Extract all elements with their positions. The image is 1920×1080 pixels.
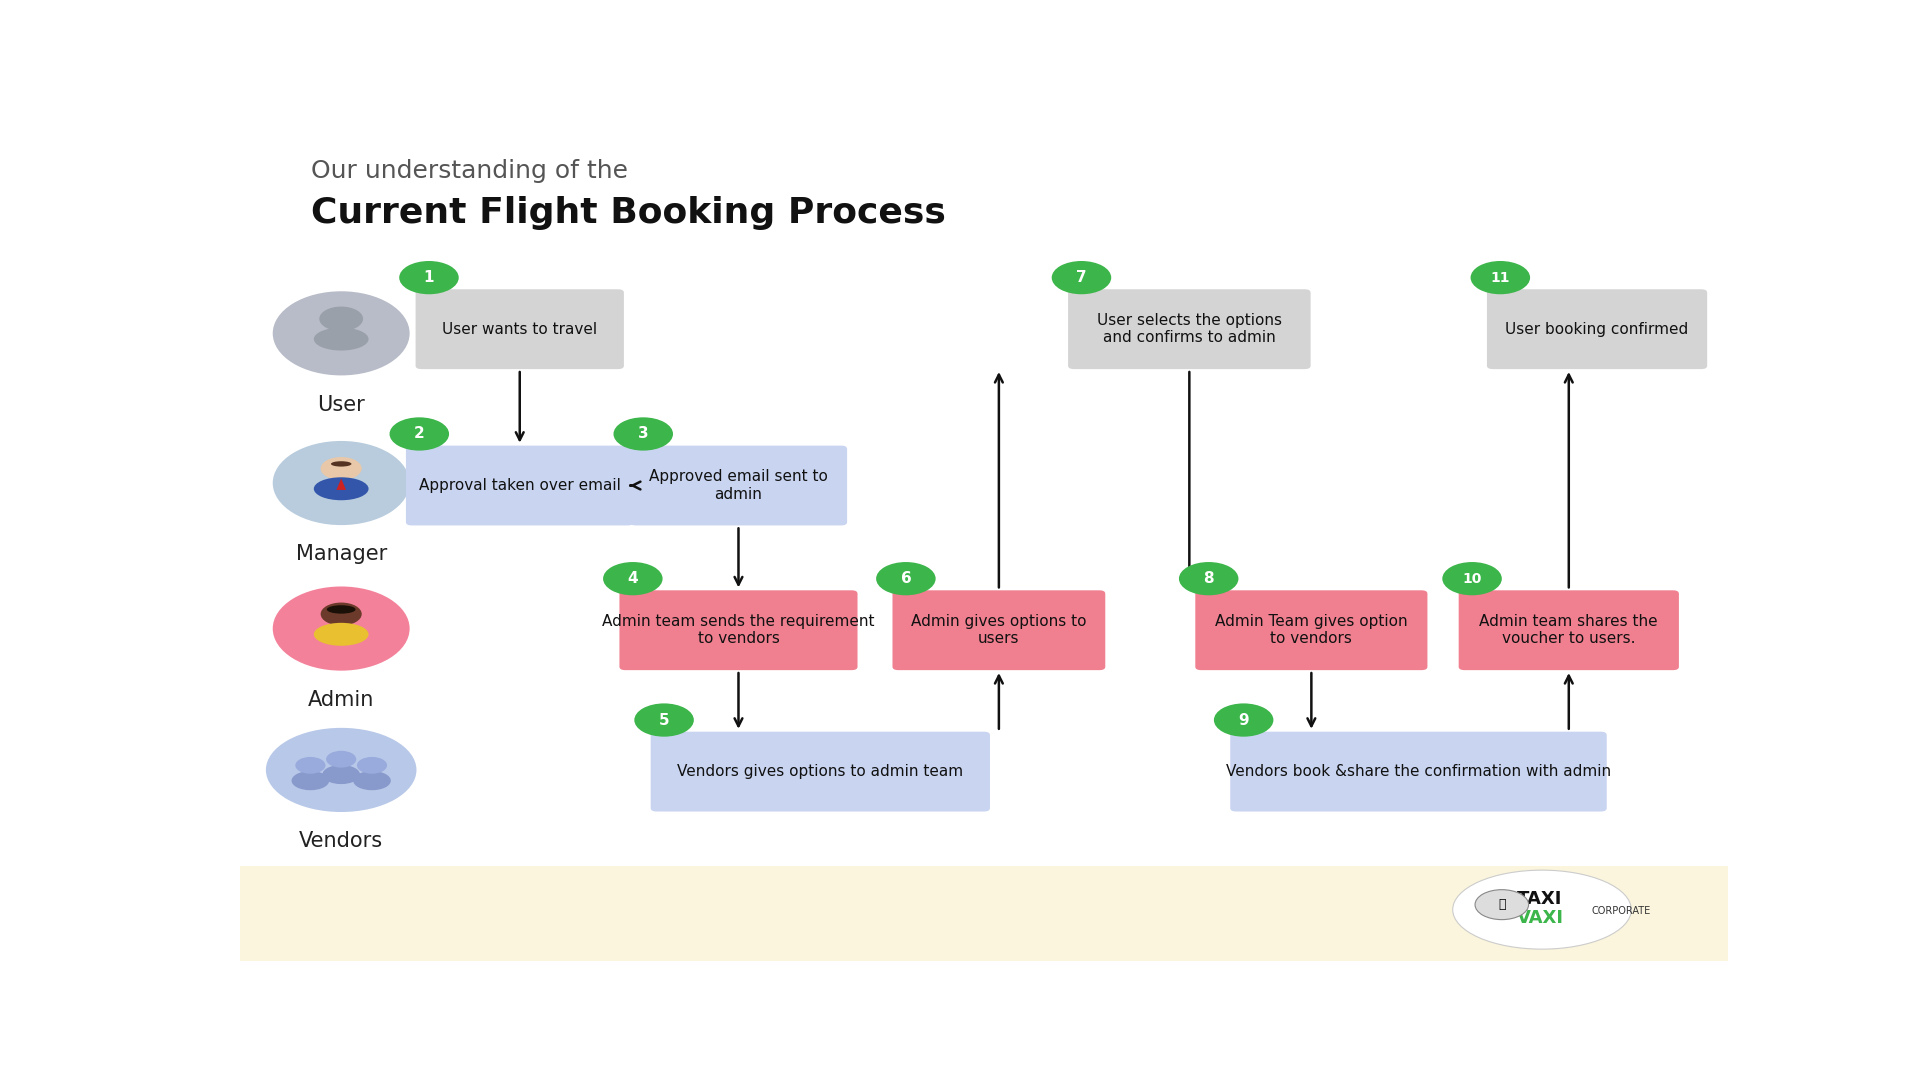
Ellipse shape: [313, 477, 369, 500]
Text: 2: 2: [415, 427, 424, 442]
FancyBboxPatch shape: [893, 591, 1106, 670]
Ellipse shape: [353, 771, 392, 791]
Circle shape: [1213, 703, 1273, 737]
Circle shape: [634, 703, 693, 737]
Text: TAXI: TAXI: [1517, 890, 1563, 908]
Text: Admin Team gives option
to vendors: Admin Team gives option to vendors: [1215, 615, 1407, 647]
Text: Admin: Admin: [307, 690, 374, 710]
Text: 6: 6: [900, 571, 912, 586]
Text: 3: 3: [637, 427, 649, 442]
Text: 4: 4: [628, 571, 637, 586]
Circle shape: [390, 417, 449, 450]
Text: CORPORATE: CORPORATE: [1592, 906, 1651, 916]
Circle shape: [1052, 261, 1112, 294]
FancyBboxPatch shape: [1459, 591, 1678, 670]
Text: Current Flight Booking Process: Current Flight Booking Process: [311, 197, 947, 230]
Circle shape: [1179, 562, 1238, 595]
Text: 11: 11: [1490, 271, 1511, 285]
Text: Our understanding of the: Our understanding of the: [311, 159, 628, 183]
FancyBboxPatch shape: [415, 289, 624, 369]
FancyBboxPatch shape: [620, 591, 858, 670]
Text: User booking confirmed: User booking confirmed: [1505, 322, 1690, 337]
Circle shape: [1442, 562, 1501, 595]
Ellipse shape: [313, 327, 369, 351]
Text: User: User: [317, 394, 365, 415]
Text: VAXI: VAXI: [1517, 909, 1563, 927]
Ellipse shape: [292, 771, 328, 791]
Polygon shape: [336, 478, 346, 490]
Text: Admin gives options to
users: Admin gives options to users: [912, 615, 1087, 647]
Bar: [240, 865, 1728, 961]
Text: Vendors book &share the confirmation with admin: Vendors book &share the confirmation wit…: [1227, 764, 1611, 779]
Circle shape: [319, 307, 363, 332]
Circle shape: [321, 457, 361, 480]
Text: Admin team shares the
voucher to users.: Admin team shares the voucher to users.: [1480, 615, 1659, 647]
FancyBboxPatch shape: [630, 446, 847, 526]
Ellipse shape: [323, 765, 361, 784]
Text: Approved email sent to
admin: Approved email sent to admin: [649, 470, 828, 502]
Circle shape: [296, 757, 326, 773]
Ellipse shape: [1453, 870, 1632, 949]
Text: 8: 8: [1204, 571, 1213, 586]
Circle shape: [357, 757, 388, 773]
Text: User wants to travel: User wants to travel: [442, 322, 597, 337]
Text: Vendors gives options to admin team: Vendors gives options to admin team: [678, 764, 964, 779]
Text: 9: 9: [1238, 713, 1250, 728]
Ellipse shape: [265, 728, 417, 812]
Circle shape: [326, 751, 357, 768]
Text: Manager: Manager: [296, 544, 386, 564]
Circle shape: [1475, 890, 1528, 920]
FancyBboxPatch shape: [651, 731, 991, 811]
Circle shape: [1471, 261, 1530, 294]
FancyBboxPatch shape: [405, 446, 634, 526]
Circle shape: [399, 261, 459, 294]
Circle shape: [603, 562, 662, 595]
Text: 7: 7: [1075, 270, 1087, 285]
Text: 5: 5: [659, 713, 670, 728]
Text: Approval taken over email: Approval taken over email: [419, 478, 620, 494]
Ellipse shape: [273, 441, 409, 525]
FancyBboxPatch shape: [1231, 731, 1607, 811]
Text: 10: 10: [1463, 571, 1482, 585]
Circle shape: [614, 417, 674, 450]
Ellipse shape: [273, 292, 409, 376]
Text: Vendors: Vendors: [300, 832, 384, 851]
Text: User selects the options
and confirms to admin: User selects the options and confirms to…: [1096, 313, 1283, 346]
Text: 🏠: 🏠: [1498, 899, 1505, 912]
Ellipse shape: [313, 623, 369, 646]
FancyBboxPatch shape: [1486, 289, 1707, 369]
Text: Admin team sends the requirement
to vendors: Admin team sends the requirement to vend…: [603, 615, 876, 647]
FancyBboxPatch shape: [1196, 591, 1427, 670]
Text: 1: 1: [424, 270, 434, 285]
Ellipse shape: [326, 605, 355, 613]
Ellipse shape: [330, 461, 351, 467]
FancyBboxPatch shape: [1068, 289, 1311, 369]
Circle shape: [321, 603, 361, 625]
Ellipse shape: [273, 586, 409, 671]
Circle shape: [876, 562, 935, 595]
